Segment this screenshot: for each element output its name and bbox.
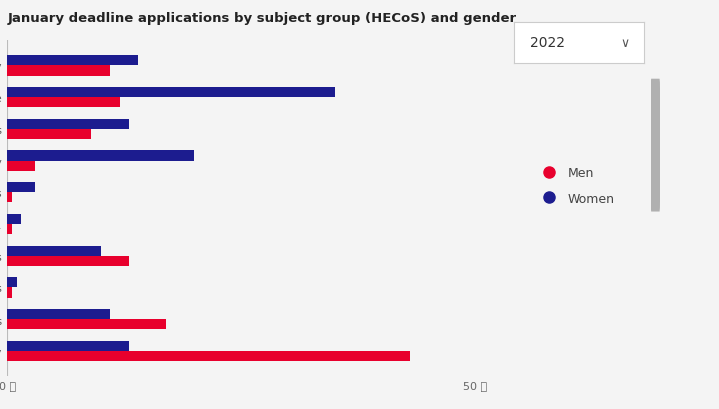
Bar [7, 278, 17, 288]
Legend: Men, Women: Men, Women [531, 162, 619, 210]
Text: 2022: 2022 [530, 36, 564, 50]
FancyBboxPatch shape [651, 79, 660, 212]
Bar [7, 130, 91, 139]
Bar [7, 56, 138, 66]
Bar [7, 288, 12, 298]
Bar [7, 225, 12, 234]
Text: ∨: ∨ [620, 36, 629, 49]
Bar [7, 309, 110, 319]
Text: January deadline applications by subject group (HECoS) and gender: January deadline applications by subject… [7, 12, 516, 25]
Bar [7, 214, 22, 225]
Bar [7, 193, 12, 203]
Bar [7, 351, 410, 361]
Bar [7, 151, 194, 161]
Bar [7, 341, 129, 351]
Bar [7, 88, 335, 98]
Bar [7, 319, 166, 329]
Bar [7, 119, 129, 130]
Bar [7, 256, 129, 266]
Bar [7, 161, 35, 171]
Bar [7, 98, 119, 108]
Bar [7, 66, 110, 76]
Bar [7, 246, 101, 256]
Bar [7, 183, 35, 193]
